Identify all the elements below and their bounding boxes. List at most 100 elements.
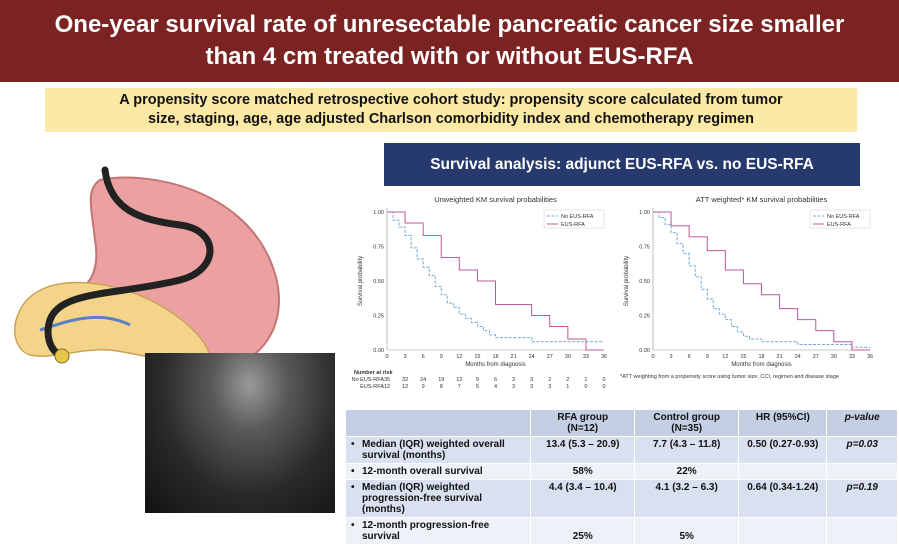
survival-analysis-header: Survival analysis: adjunct EUS-RFA vs. n… — [384, 143, 860, 186]
cell-p — [826, 463, 898, 480]
risk-value: 1 — [584, 377, 587, 383]
y-tick-label: 0.75 — [373, 245, 384, 251]
x-tick-label: 30 — [831, 354, 837, 360]
x-tick-label: 33 — [583, 354, 589, 360]
legend-entry: EUS-RFA — [827, 222, 851, 228]
title-line-1: One-year survival rate of unresectable p… — [54, 11, 845, 38]
subtitle-line-2: size, staging, age, age adjusted Charlso… — [148, 111, 754, 127]
risk-value: 2 — [566, 377, 569, 383]
study-design-box: A propensity score matched retrospective… — [45, 88, 857, 132]
risk-value: 1 — [566, 384, 569, 390]
cell-hr: 0.50 (0.27-0.93) — [738, 436, 828, 464]
x-tick-label: 18 — [758, 354, 764, 360]
legend-entry: EUS-RFA — [561, 222, 585, 228]
x-axis-label: Months from diagnosis — [731, 362, 791, 368]
table-row: • Median (IQR) weighted overall survival … — [344, 436, 898, 464]
title-banner: One-year survival rate of unresectable p… — [0, 0, 899, 82]
bullet-icon: • — [351, 482, 355, 493]
risk-value: 0 — [584, 384, 587, 390]
x-tick-label: 18 — [492, 354, 498, 360]
risk-value: 0 — [602, 377, 605, 383]
y-tick-label: 0.00 — [639, 348, 650, 354]
x-tick-label: 15 — [740, 354, 746, 360]
bullet-icon: • — [351, 439, 355, 450]
x-axis-label: Months from diagnosis — [465, 362, 525, 368]
risk-value: 12 — [402, 384, 408, 390]
stomach-pancreas-illustration — [14, 166, 280, 373]
y-tick-label: 1.00 — [373, 210, 384, 216]
y-tick-label: 1.00 — [639, 210, 650, 216]
risk-value: 3 — [512, 384, 515, 390]
x-tick-label: 9 — [440, 354, 443, 360]
legend-box — [809, 209, 871, 229]
series-line-no-eus-rfa — [387, 211, 604, 343]
risk-value: 4 — [494, 384, 497, 390]
risk-value: 12 — [384, 384, 390, 390]
x-tick-label: 0 — [385, 354, 388, 360]
risk-value: 24 — [420, 377, 426, 383]
x-tick-label: 24 — [795, 354, 801, 360]
risk-value: 2 — [548, 377, 551, 383]
legend-entry: No EUS-RFA — [561, 214, 594, 220]
risk-value: 9 — [422, 384, 425, 390]
table-row: • 12-month overall survival 58% 22% — [344, 463, 898, 480]
x-tick-label: 27 — [813, 354, 819, 360]
risk-value: 5 — [476, 384, 479, 390]
risk-value: 3 — [548, 384, 551, 390]
risk-row-label: EUS-RFA — [360, 384, 384, 390]
title-line-2: than 4 cm treated with or without EUS-RF… — [205, 43, 694, 70]
y-tick-label: 0.75 — [639, 245, 650, 251]
x-tick-label: 33 — [849, 354, 855, 360]
x-tick-label: 24 — [529, 354, 535, 360]
chart-footnote: *ATT weighting from a propensity score u… — [620, 374, 839, 380]
header-hr: HR (95%CI) — [738, 409, 828, 437]
x-tick-label: 3 — [670, 354, 673, 360]
risk-value: 0 — [602, 384, 605, 390]
header-control-group: Control group (N=35) — [634, 409, 740, 437]
row-label: Median (IQR) weighted overall survival (… — [362, 439, 505, 461]
x-tick-label: 21 — [511, 354, 517, 360]
y-axis-label: Survival probability — [624, 256, 630, 306]
y-axis-label: Survival probability — [358, 256, 364, 306]
risk-value: 12 — [456, 377, 462, 383]
cell-control: 4.1 (3.2 – 6.3) — [634, 479, 740, 518]
km-weighted-chart: ATT weighted* KM survival probabilities 0… — [618, 190, 880, 395]
x-tick-label: 6 — [422, 354, 425, 360]
risk-value: 9 — [476, 377, 479, 383]
y-tick-label: 0.50 — [639, 279, 650, 285]
risk-value: 6 — [494, 377, 497, 383]
results-table: RFA group (N=12) Control group (N=35) HR… — [344, 409, 898, 545]
risk-value: 3 — [512, 377, 515, 383]
cell-control: 7.7 (4.3 – 11.8) — [634, 436, 740, 464]
chart-title: Unweighted KM survival probabilities — [434, 195, 557, 204]
risk-table-title: Number at risk — [354, 370, 393, 376]
cell-p: p=0.19 — [826, 479, 898, 518]
row-label: Median (IQR) weighted progression-free s… — [362, 482, 483, 515]
cell-p: p=0.03 — [826, 436, 898, 464]
risk-value: 7 — [458, 384, 461, 390]
x-tick-label: 30 — [565, 354, 571, 360]
x-tick-label: 21 — [777, 354, 783, 360]
risk-value: 3 — [530, 377, 533, 383]
legend-entry: No EUS-RFA — [827, 214, 860, 220]
risk-value: 35 — [384, 377, 390, 383]
risk-value: 19 — [438, 377, 444, 383]
x-tick-label: 36 — [867, 354, 873, 360]
chart-title: ATT weighted* KM survival probabilities — [696, 195, 828, 204]
subtitle-line-1: A propensity score matched retrospective… — [119, 92, 783, 108]
cell-hr — [738, 517, 828, 545]
x-tick-label: 9 — [706, 354, 709, 360]
series-line-eus-rfa — [653, 211, 870, 351]
row-label: 12-month overall survival — [362, 466, 483, 477]
cell-hr: 0.64 (0.34-1.24) — [738, 479, 828, 518]
header-empty — [344, 409, 532, 437]
cell-hr — [738, 463, 828, 480]
cell-rfa: 25% — [530, 517, 636, 545]
bullet-icon: • — [351, 466, 355, 477]
y-tick-label: 0.50 — [373, 279, 384, 285]
risk-value: 3 — [530, 384, 533, 390]
series-line-eus-rfa — [387, 211, 604, 351]
x-tick-label: 6 — [688, 354, 691, 360]
y-tick-label: 0.25 — [639, 314, 650, 320]
x-tick-label: 12 — [722, 354, 728, 360]
